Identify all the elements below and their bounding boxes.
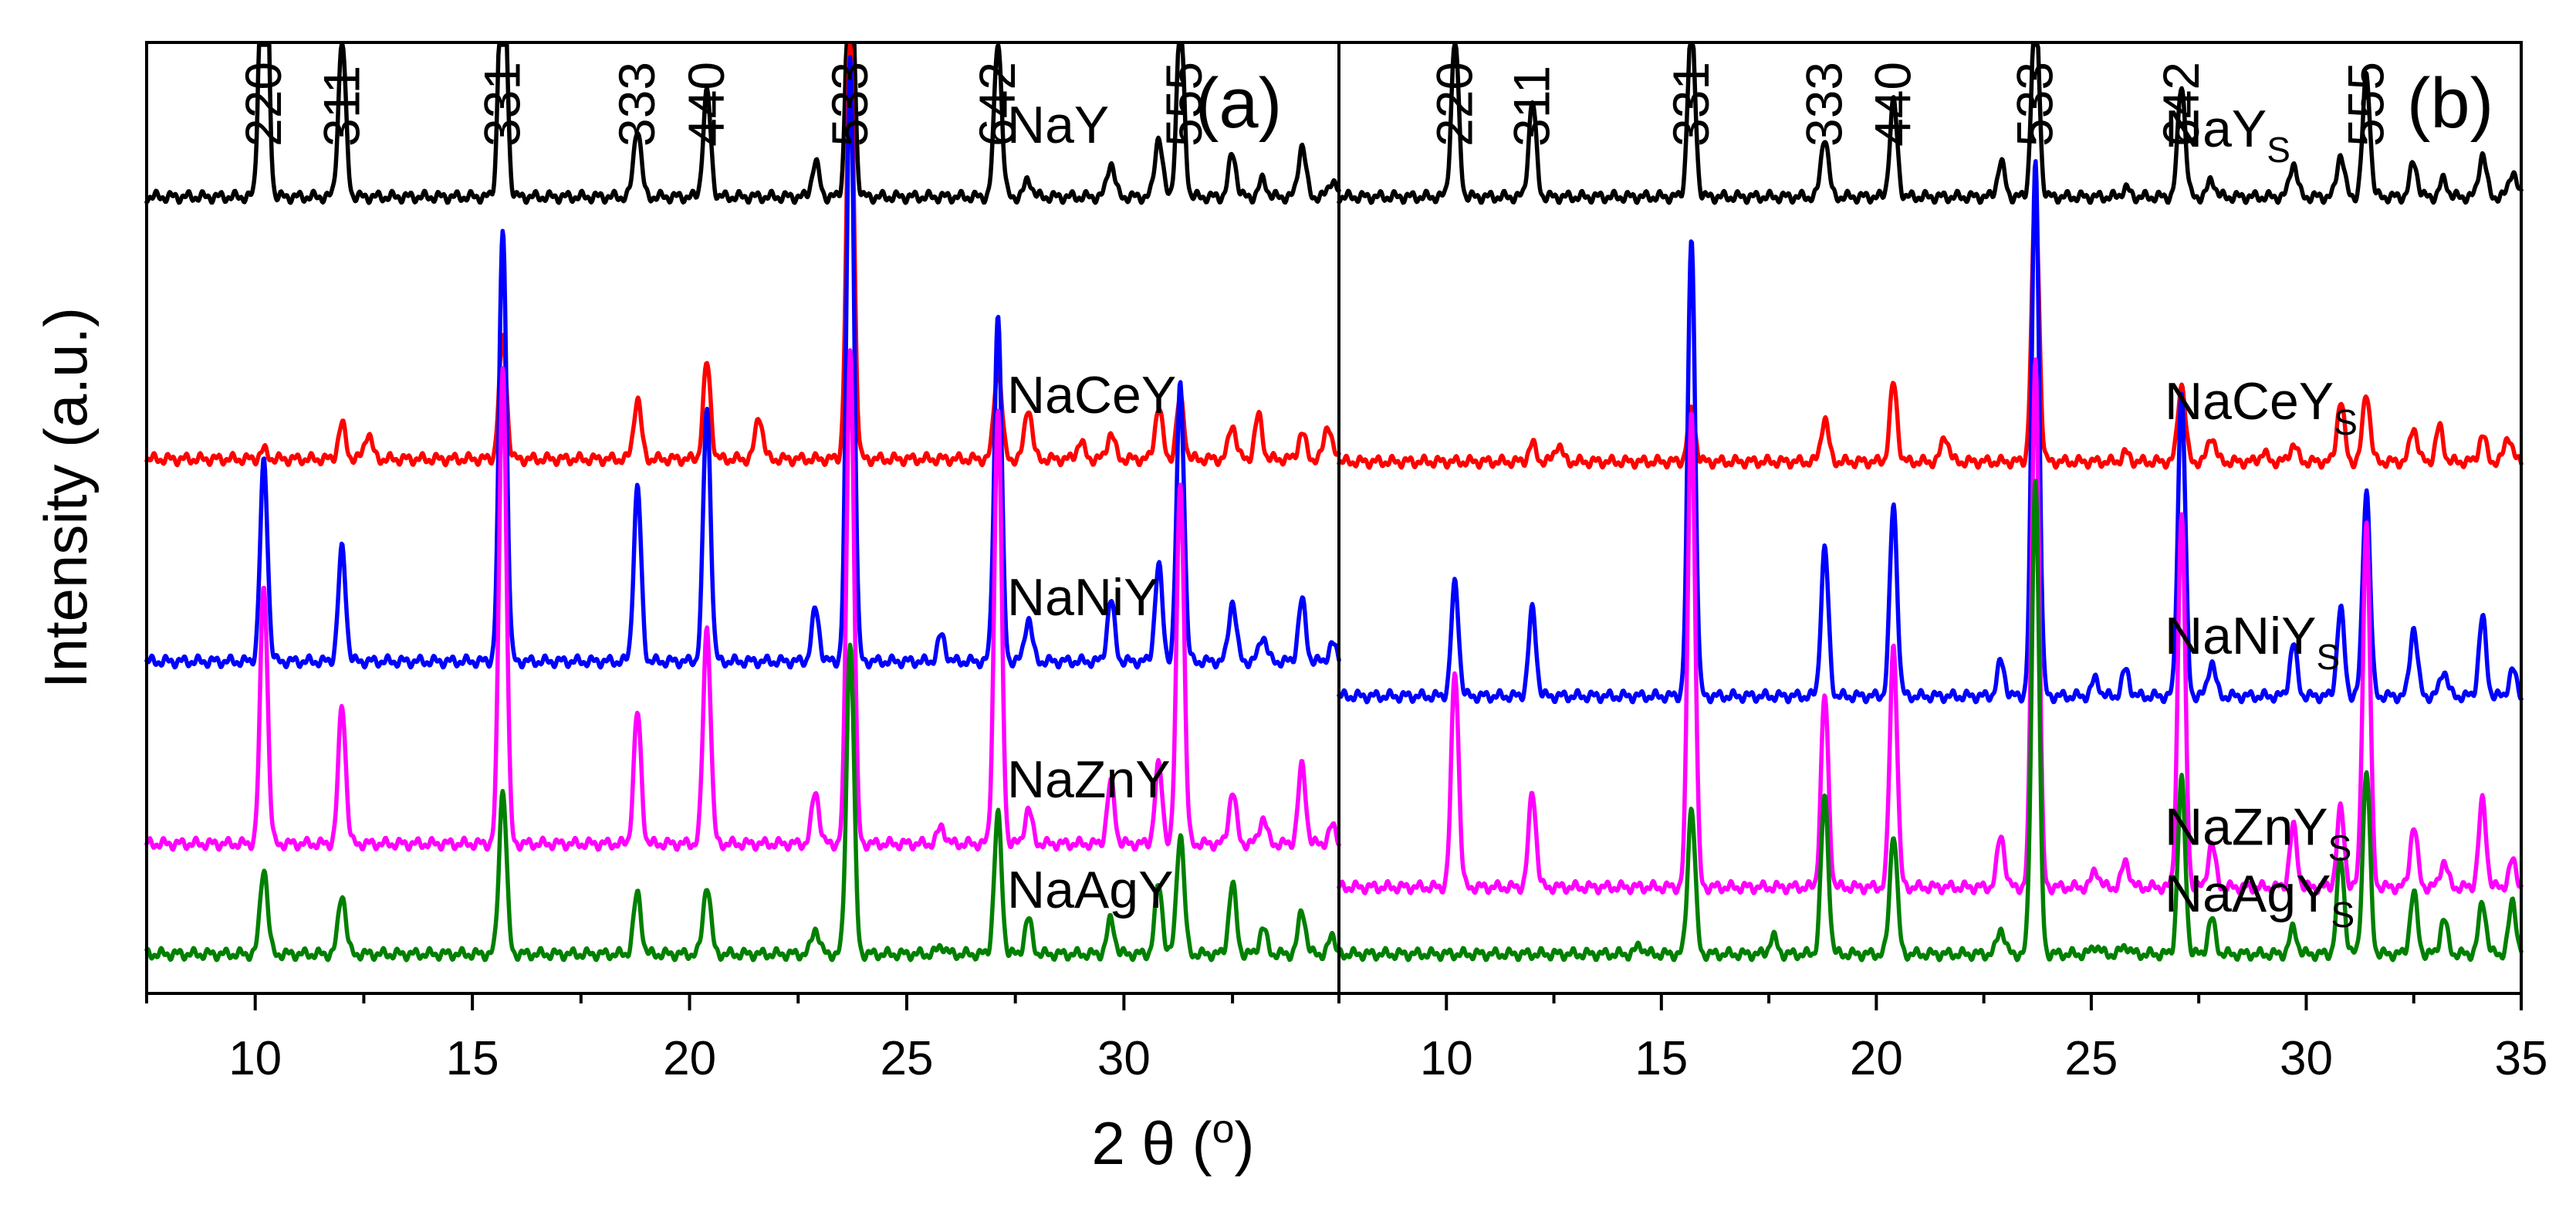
series-label-a-nay: NaY <box>1007 96 1109 154</box>
peak-label-b-533: 533 <box>2006 62 2064 147</box>
trace-a-nazny <box>144 348 1341 852</box>
series-labels: NaY NaCeY NaNiY NaZnY NaAgY NaYS NaCeYS NaNiYS N… <box>1007 96 2358 935</box>
series-label-b-nay: NaYS <box>2165 100 2290 170</box>
y-axis-label: Intensity (a.u.) <box>32 307 100 689</box>
peak-label-b-333: 333 <box>1796 62 1853 147</box>
x-axis-label-degree: o <box>1212 1107 1235 1152</box>
panel-a-traces <box>144 42 1341 963</box>
panel-b-frame <box>1337 41 2523 995</box>
peak-label-b-555: 555 <box>2337 62 2394 147</box>
trace-a-naagy <box>144 642 1341 963</box>
trace-b-naagy <box>1337 479 2524 963</box>
x-tick-label-b-20: 20 <box>1850 1032 1903 1085</box>
x-tick-label-b-10: 10 <box>1420 1032 1473 1085</box>
series-label-a-naniy: NaNiY <box>1007 568 1159 627</box>
x-tick-label-a-15: 15 <box>446 1032 499 1085</box>
series-label-a-nacey: NaCeY <box>1007 366 1176 425</box>
panel-b-traces <box>1337 42 2524 963</box>
trace-b-naniy <box>1337 159 2524 705</box>
peak-label-b-642: 642 <box>2152 62 2209 147</box>
x-axis-label-close: ) <box>1235 1109 1255 1177</box>
peak-label-a-642: 642 <box>969 62 1026 147</box>
peak-label-a-220: 220 <box>235 62 292 147</box>
x-axis-tick-labels: 10 15 20 25 30 10 15 20 25 30 35 <box>228 1032 2547 1085</box>
x-axis-label-main: 2 θ ( <box>1092 1109 1212 1177</box>
x-tick-label-a-25: 25 <box>881 1032 934 1085</box>
trace-a-nay <box>144 42 1341 205</box>
peak-label-a-555: 555 <box>1155 62 1212 147</box>
trace-b-nacey <box>1337 200 2524 470</box>
peak-labels: 220 311 331 333 440 533 642 555 220 311 331 333 440 5… <box>235 62 2394 147</box>
x-tick-label-b-30: 30 <box>2280 1032 2333 1085</box>
trace-b-nazny <box>1337 357 2524 895</box>
x-tick-label-a-30: 30 <box>1097 1032 1151 1085</box>
series-label-b-nacey: NaCeYS <box>2165 372 2358 442</box>
trace-a-nacey <box>144 42 1341 468</box>
peak-label-a-440: 440 <box>678 62 735 147</box>
peak-label-b-220: 220 <box>1425 62 1482 147</box>
peak-label-b-311: 311 <box>1503 66 1560 147</box>
series-label-a-nazny: NaZnY <box>1007 750 1171 809</box>
trace-b-nay <box>1337 42 2524 205</box>
series-label-b-nazny: NaZnYS <box>2165 797 2351 868</box>
panel-label-a: (a) <box>1195 64 1282 143</box>
x-tick-label-b-15: 15 <box>1635 1032 1688 1085</box>
series-label-b-naagy: NaAgYS <box>2165 865 2355 935</box>
panel-label-b: (b) <box>2407 64 2493 143</box>
peak-label-a-533: 533 <box>821 62 878 147</box>
x-axis-ticks <box>145 993 2523 1010</box>
peak-label-a-333: 333 <box>608 62 665 147</box>
series-label-b-naniy: NaNiYS <box>2165 607 2340 677</box>
x-tick-label-b-35: 35 <box>2495 1032 2548 1085</box>
x-axis-label: 2 θ (o) <box>1092 1107 1255 1177</box>
peak-label-a-331: 331 <box>474 62 531 147</box>
x-tick-label-a-20: 20 <box>663 1032 716 1085</box>
peak-label-b-440: 440 <box>1864 62 1922 147</box>
series-label-a-naagy: NaAgY <box>1007 861 1173 919</box>
trace-a-naniy <box>144 55 1341 670</box>
x-tick-label-b-25: 25 <box>2064 1032 2118 1085</box>
peak-label-b-331: 331 <box>1662 62 1719 147</box>
peak-label-a-311: 311 <box>313 66 370 147</box>
x-tick-label-a-10: 10 <box>228 1032 282 1085</box>
